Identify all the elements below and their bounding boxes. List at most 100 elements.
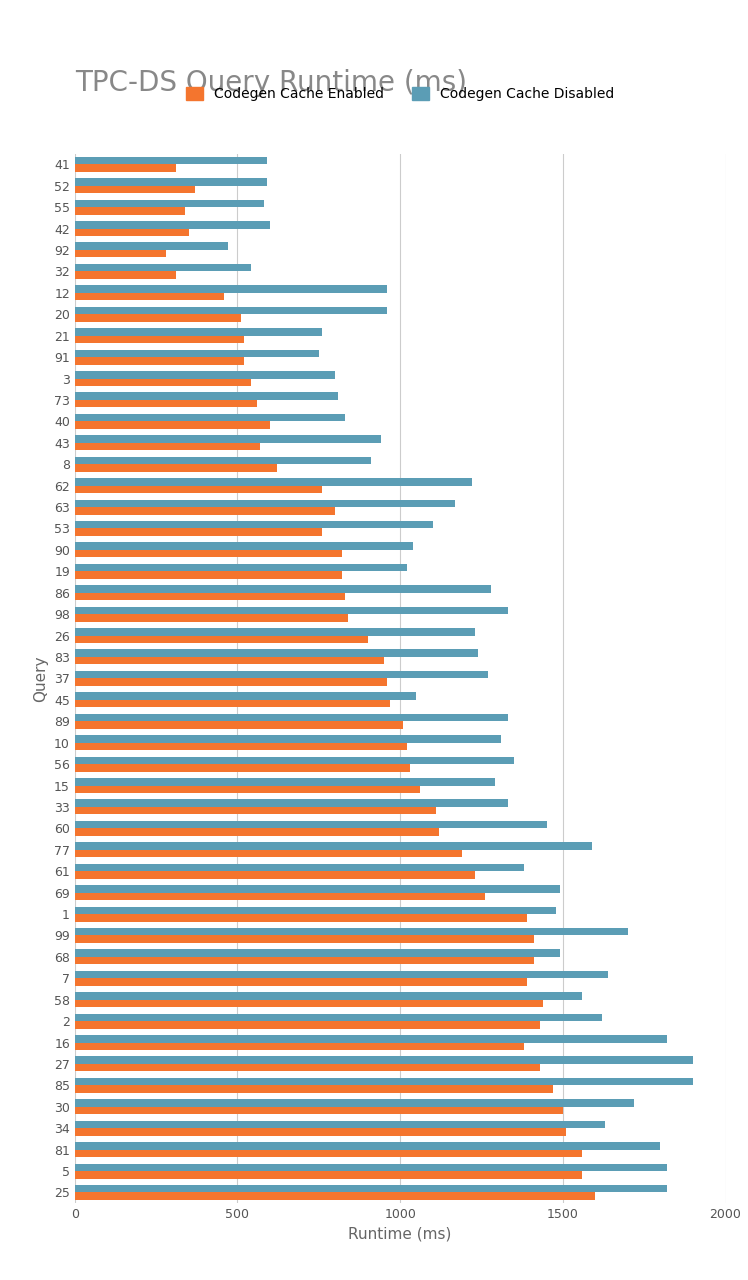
Bar xyxy=(75,1142,660,1149)
Bar xyxy=(75,735,501,742)
Bar xyxy=(75,884,560,892)
Bar xyxy=(75,421,270,429)
Bar xyxy=(75,250,166,257)
Bar xyxy=(75,828,439,836)
Bar xyxy=(75,714,508,721)
Bar xyxy=(75,1171,583,1179)
Bar xyxy=(75,820,547,828)
Bar xyxy=(75,328,322,335)
Bar xyxy=(75,1036,667,1042)
Bar xyxy=(75,157,267,164)
Bar xyxy=(75,928,628,936)
Bar xyxy=(75,1042,524,1050)
Bar xyxy=(75,1107,562,1115)
Bar xyxy=(75,443,260,451)
Y-axis label: Query: Query xyxy=(34,655,49,701)
Bar xyxy=(75,315,241,321)
Bar xyxy=(75,649,478,657)
Bar xyxy=(75,413,345,421)
Bar xyxy=(75,242,227,250)
Bar xyxy=(75,721,403,728)
Bar xyxy=(75,786,420,794)
Bar xyxy=(75,349,319,357)
Bar xyxy=(75,678,387,686)
Bar xyxy=(75,221,270,229)
Bar xyxy=(75,614,348,622)
Bar xyxy=(75,563,407,571)
Bar xyxy=(75,271,176,279)
Bar xyxy=(75,1149,583,1157)
Bar xyxy=(75,593,345,600)
Bar xyxy=(75,1185,667,1193)
Bar xyxy=(75,285,387,293)
Bar xyxy=(75,1000,543,1007)
Bar xyxy=(75,571,342,579)
Bar xyxy=(75,499,456,507)
Bar xyxy=(75,692,417,700)
Bar xyxy=(75,778,494,786)
Bar xyxy=(75,293,224,301)
Bar xyxy=(75,207,186,215)
Bar xyxy=(75,657,384,664)
Bar xyxy=(75,957,533,964)
Bar xyxy=(75,1014,602,1021)
Bar xyxy=(75,357,244,365)
Bar xyxy=(75,1121,605,1128)
Bar xyxy=(75,850,462,858)
Bar xyxy=(75,1193,595,1199)
Bar xyxy=(75,700,390,708)
Bar xyxy=(75,479,472,485)
Bar xyxy=(75,671,488,678)
Text: TPC-DS Query Runtime (ms): TPC-DS Query Runtime (ms) xyxy=(75,69,467,97)
Bar xyxy=(75,906,557,914)
Bar xyxy=(75,806,436,814)
Bar xyxy=(75,399,257,407)
Bar xyxy=(75,371,335,379)
Bar xyxy=(75,842,592,850)
Bar xyxy=(75,1128,566,1135)
Bar xyxy=(75,864,524,872)
Bar xyxy=(75,393,338,399)
Bar xyxy=(75,465,277,472)
Bar xyxy=(75,950,560,957)
Bar xyxy=(75,264,251,271)
Bar xyxy=(75,628,475,636)
Bar xyxy=(75,872,475,878)
Bar xyxy=(75,164,176,172)
Bar xyxy=(75,1164,667,1171)
X-axis label: Runtime (ms): Runtime (ms) xyxy=(349,1226,452,1242)
Bar xyxy=(75,229,188,236)
Bar xyxy=(75,607,508,614)
Bar xyxy=(75,543,413,550)
Bar xyxy=(75,970,608,978)
Bar xyxy=(75,764,410,772)
Bar xyxy=(75,992,583,1000)
Bar xyxy=(75,521,432,529)
Bar xyxy=(75,379,251,387)
Bar xyxy=(75,529,322,536)
Bar xyxy=(75,485,322,493)
Bar xyxy=(75,756,514,764)
Bar xyxy=(75,550,342,557)
Bar xyxy=(75,1056,693,1064)
Bar xyxy=(75,307,387,315)
Bar xyxy=(75,914,527,922)
Bar xyxy=(75,978,527,986)
Bar xyxy=(75,936,533,943)
Bar xyxy=(75,186,195,193)
Bar xyxy=(75,200,263,207)
Bar xyxy=(75,335,244,343)
Legend: Codegen Cache Enabled, Codegen Cache Disabled: Codegen Cache Enabled, Codegen Cache Dis… xyxy=(186,87,614,101)
Bar xyxy=(75,507,335,515)
Bar xyxy=(75,178,267,186)
Bar xyxy=(75,585,491,593)
Bar xyxy=(75,892,485,900)
Bar xyxy=(75,1085,553,1093)
Bar xyxy=(75,1100,634,1107)
Bar xyxy=(75,1064,540,1071)
Bar xyxy=(75,742,407,750)
Bar xyxy=(75,435,381,443)
Bar xyxy=(75,457,371,465)
Bar xyxy=(75,800,508,806)
Bar xyxy=(75,636,368,643)
